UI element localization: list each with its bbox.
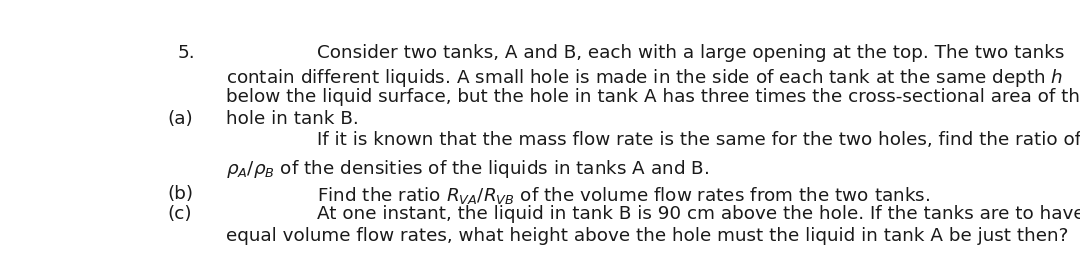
Text: (c): (c) <box>167 205 192 223</box>
Text: At one instant, the liquid in tank B is 90 cm above the hole. If the tanks are t: At one instant, the liquid in tank B is … <box>318 205 1080 223</box>
Text: $\rho_A/\rho_B$ of the densities of the liquids in tanks A and B.: $\rho_A/\rho_B$ of the densities of the … <box>227 158 710 180</box>
Text: hole in tank B.: hole in tank B. <box>227 110 360 128</box>
Text: contain different liquids. A small hole is made in the side of each tank at the : contain different liquids. A small hole … <box>227 67 1064 89</box>
Text: Consider two tanks, A and B, each with a large opening at the top. The two tanks: Consider two tanks, A and B, each with a… <box>318 44 1065 62</box>
Text: (b): (b) <box>167 185 193 203</box>
Text: equal volume flow rates, what height above the hole must the liquid in tank A be: equal volume flow rates, what height abo… <box>227 227 1069 245</box>
Text: 5.: 5. <box>177 44 195 62</box>
Text: Find the ratio $R_{VA}/R_{VB}$ of the volume flow rates from the two tanks.: Find the ratio $R_{VA}/R_{VB}$ of the vo… <box>318 185 930 206</box>
Text: (a): (a) <box>167 110 193 128</box>
Text: below the liquid surface, but the hole in tank A has three times the cross-secti: below the liquid surface, but the hole i… <box>227 88 1080 106</box>
Text: If it is known that the mass flow rate is the same for the two holes, find the r: If it is known that the mass flow rate i… <box>318 132 1080 149</box>
